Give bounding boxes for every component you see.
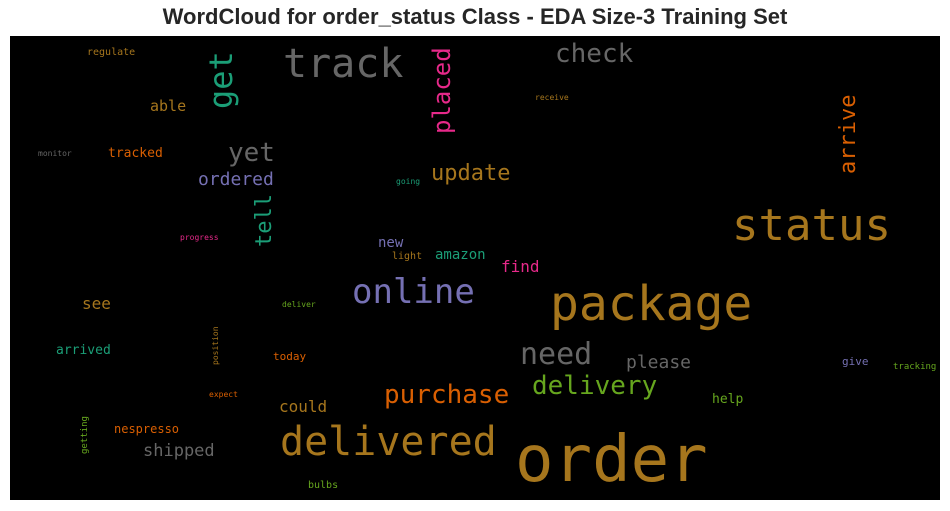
word-regulate: regulate	[87, 47, 136, 58]
word-track: track	[283, 41, 404, 87]
word-yet: yet	[228, 138, 275, 168]
word-status: status	[732, 200, 891, 251]
word-help: help	[712, 392, 744, 407]
word-today: today	[273, 350, 307, 363]
word-able: able	[150, 97, 187, 115]
word-could: could	[279, 397, 328, 416]
word-tracking: tracking	[893, 362, 937, 372]
word-check: check	[555, 39, 634, 69]
word-deliver: deliver	[282, 300, 316, 309]
word-shipped: shipped	[143, 441, 215, 461]
word-tell: tell	[252, 194, 277, 247]
word-package: package	[550, 276, 753, 332]
word-order: order	[515, 423, 708, 497]
word-ordered: ordered	[198, 169, 274, 190]
word-please: please	[626, 352, 692, 373]
word-nespresso: nespresso	[114, 422, 180, 436]
word-placed: placed	[428, 47, 456, 134]
word-see: see	[82, 294, 111, 313]
word-position: position	[211, 326, 220, 365]
word-light: light	[392, 251, 423, 262]
word-delivered: delivered	[280, 419, 497, 465]
word-going: going	[396, 177, 421, 186]
word-cloud: order package status delivered track onl…	[10, 36, 940, 500]
word-need: need	[520, 337, 593, 372]
word-arrived: arrived	[56, 343, 111, 358]
word-arrive: arrive	[836, 94, 861, 174]
word-update: update	[431, 161, 511, 186]
word-delivery: delivery	[532, 371, 658, 401]
word-receive: receive	[535, 93, 569, 102]
word-online: online	[352, 272, 475, 312]
word-monitor: monitor	[38, 149, 72, 158]
word-get: get	[202, 51, 240, 109]
word-getting: getting	[80, 416, 90, 454]
word-new: new	[378, 235, 404, 251]
chart-title: WordCloud for order_status Class - EDA S…	[162, 4, 788, 29]
word-give: give	[842, 355, 869, 368]
word-find: find	[501, 257, 540, 276]
word-purchase: purchase	[384, 380, 510, 410]
word-bulbs: bulbs	[308, 480, 339, 491]
word-expect: expect	[209, 390, 238, 399]
word-amazon: amazon	[435, 247, 486, 263]
word-tracked: tracked	[108, 146, 163, 161]
word-progress: progress	[180, 233, 219, 242]
